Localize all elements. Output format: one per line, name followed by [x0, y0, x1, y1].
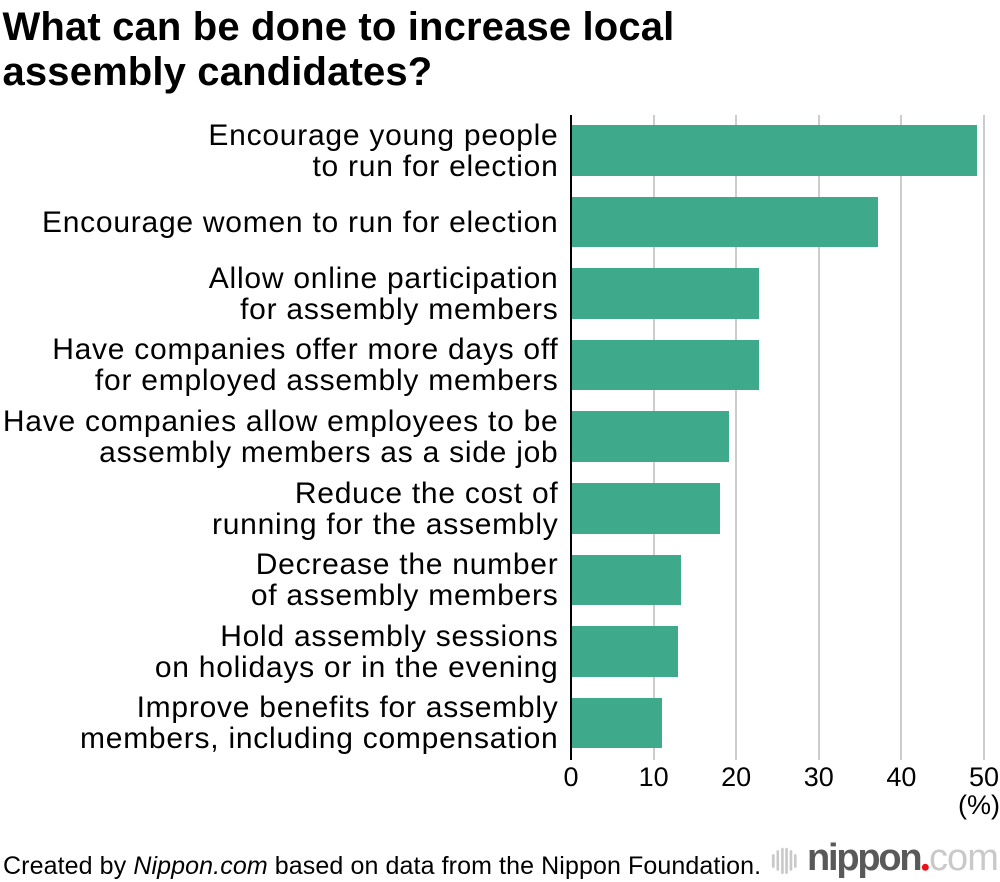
- svg-text:com: com: [929, 837, 998, 879]
- svg-text:nippon: nippon: [807, 837, 920, 879]
